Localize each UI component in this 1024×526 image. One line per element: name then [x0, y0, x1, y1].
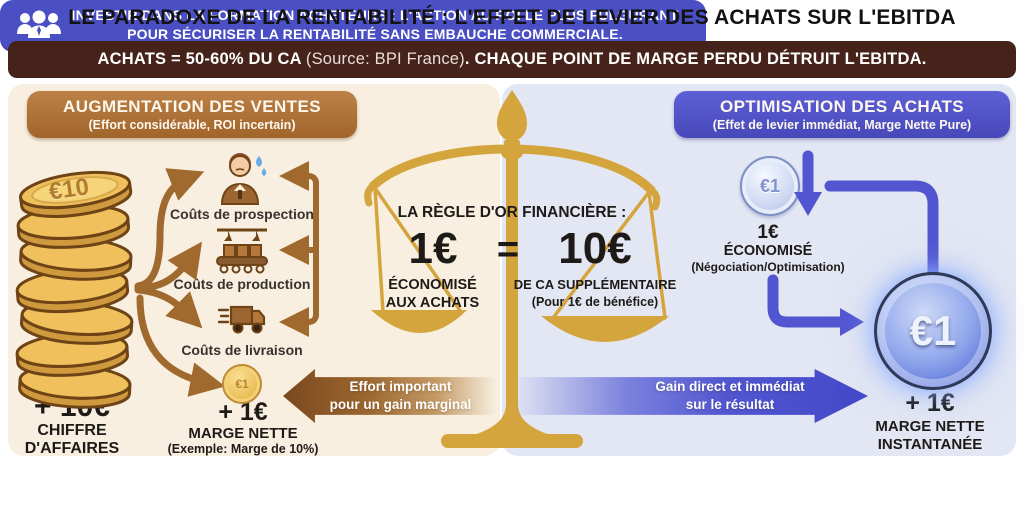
big-coin-value: €1 [909, 307, 957, 354]
rule-equals: = [496, 229, 520, 271]
saved-value: 1€ [757, 222, 779, 243]
effort-arrow-line2: pour un gain marginal [329, 397, 472, 412]
cta-line2: POUR SÉCURISER LA RENTABILITÉ SANS EMBAU… [127, 26, 623, 42]
big-coin-icon: €1 [874, 272, 992, 390]
top-banner-source: (Source: BPI France) [305, 50, 465, 68]
gain-arrow-line2: sur le résultat [685, 397, 775, 412]
brace-connector-icon [134, 168, 226, 397]
instant-margin-label-2: INSTANTANÉE [877, 436, 983, 453]
gain-arrow-line1: Gain direct et immédiat [655, 379, 805, 395]
rule-left-value: 1€ [408, 224, 458, 273]
purchasing-header: OPTIMISATION DES ACHATS (Effet de levier… [674, 91, 1010, 138]
cta-text: INVESTIR DANS LA FORMATION ACHETEURS : L… [62, 6, 706, 44]
sales-header-title: AUGMENTATION DES VENTES [63, 97, 321, 116]
revenue-label-1: CHIFFRE [37, 422, 107, 439]
revenue-label-2: D'AFFAIRES [24, 440, 120, 457]
top-banner-bold-suffix: . CHAQUE POINT DE MARGE PERDU DÉTRUIT L'… [464, 50, 927, 68]
truck-icon [217, 305, 266, 334]
l-arrow-icon [767, 274, 846, 328]
cost-label-livraison: Coûts de livraison [181, 342, 303, 358]
salesman-icon [220, 153, 267, 205]
page-title: LE PARADOXE DE LA RENTABILITÉ : L'EFFET … [68, 6, 956, 29]
cta-line1: INVESTIR DANS LA FORMATION ACHETEURS : L… [71, 7, 679, 24]
saved-note: (Négociation/Optimisation) [691, 260, 845, 274]
sales-header-subtitle: (Effort considérable, ROI incertain) [88, 118, 296, 132]
top-banner-bold-prefix: ACHATS = 50-60% DU CA [97, 50, 306, 68]
saved-label: ÉCONOMISÉ [723, 243, 813, 259]
margin-label: MARGE NETTE [188, 425, 298, 442]
instant-margin-label-1: MARGE NETTE [875, 418, 985, 435]
cost-label-production: Coûts de production [173, 276, 311, 292]
cost-label-prospection: Coûts de prospection [170, 206, 314, 222]
rule-right-label: DE CA SUPPLÉMENTAIRE [513, 277, 677, 292]
sales-header: AUGMENTATION DES VENTES (Effort considér… [27, 91, 357, 138]
rule-left-label-1: ÉCONOMISÉ [388, 277, 477, 293]
rule-left-label-2: AUX ACHATS [385, 295, 480, 311]
purchasing-header-title: OPTIMISATION DES ACHATS [719, 97, 965, 116]
cycle-connector-icon [279, 161, 319, 337]
saved-coin-value: €1 [759, 175, 781, 196]
rule-title: LA RÈGLE D'OR FINANCIÈRE : [397, 204, 627, 221]
elbow-arrow-icon [824, 180, 939, 292]
instant-margin-value: + 1€ [905, 389, 955, 417]
team-icon [17, 10, 61, 38]
gain-arrow: Gain direct et immédiat sur le résultat [512, 369, 868, 423]
coin-icon: €1 [222, 364, 262, 404]
effort-arrow: Effort important pour un gain marginal [283, 369, 496, 423]
coin-icon: €1 [740, 156, 800, 216]
balance-scale-icon [364, 90, 669, 448]
rule-right-note: (Pour 1€ de bénéfice) [531, 295, 659, 309]
factory-icon [216, 228, 268, 274]
margin-note: (Exemple: Marge de 10%) [167, 442, 319, 456]
margin-coin-value: €1 [235, 377, 249, 391]
effort-arrow-line1: Effort important [349, 379, 452, 395]
coin-stack-icon [15, 170, 134, 409]
top-banner: ACHATS = 50-60% DU CA (Source: BPI Franc… [8, 41, 1016, 78]
purchasing-header-subtitle: (Effet de levier immédiat, Marge Nette P… [712, 118, 972, 132]
rule-right-value: 10€ [558, 224, 632, 273]
